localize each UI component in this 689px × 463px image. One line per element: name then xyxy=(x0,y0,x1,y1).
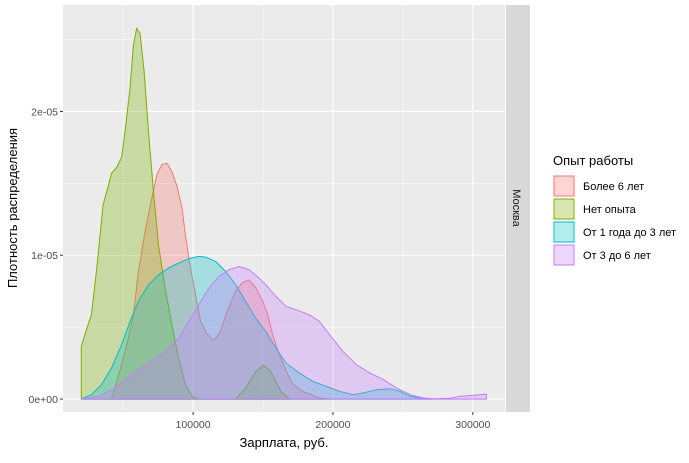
legend-key xyxy=(553,175,575,197)
legend-key-bg xyxy=(553,198,575,220)
legend-key xyxy=(553,221,575,243)
y-tick-label: 1e-05 xyxy=(31,250,58,262)
density-area-От-1-года-до-3-лет xyxy=(80,255,434,400)
x-tick-label: 300000 xyxy=(455,419,490,431)
y-axis-title: Плотность распределения xyxy=(5,128,20,288)
density-areas xyxy=(80,27,487,400)
facet-label: Москва xyxy=(510,189,522,227)
legend-label: От 3 до 6 лет xyxy=(583,250,651,262)
y-tick-label: 2e-05 xyxy=(31,106,58,118)
density-area-От-3-до-6-лет xyxy=(80,266,487,400)
legend: Более 6 лет Нет опыта От 1 года до 3 лет От… xyxy=(553,175,676,266)
density-area-Более-6-лет xyxy=(111,162,331,400)
legend-title: Опыт работы xyxy=(553,153,633,168)
legend-label: Более 6 лет xyxy=(583,181,644,193)
facet-strip xyxy=(506,5,530,412)
x-tick-label: 100000 xyxy=(176,419,211,431)
legend-label: Нет опыта xyxy=(583,204,637,216)
density-area-Нет-опыта xyxy=(80,27,290,400)
legend-key xyxy=(553,244,575,266)
x-axis-title: Зарплата, руб. xyxy=(240,435,329,450)
x-tick-label: 200000 xyxy=(315,419,350,431)
legend-key-bg xyxy=(553,175,575,197)
y-axis: 0e+00 1e-05 2e-05 xyxy=(29,106,63,406)
legend-key-bg xyxy=(553,221,575,243)
legend-label: От 1 года до 3 лет xyxy=(583,227,676,239)
plot-panel xyxy=(63,5,505,412)
x-axis: 100000 200000 300000 xyxy=(176,412,491,431)
y-tick-label: 0e+00 xyxy=(29,394,59,406)
legend-key-bg xyxy=(553,244,575,266)
legend-key xyxy=(553,198,575,220)
